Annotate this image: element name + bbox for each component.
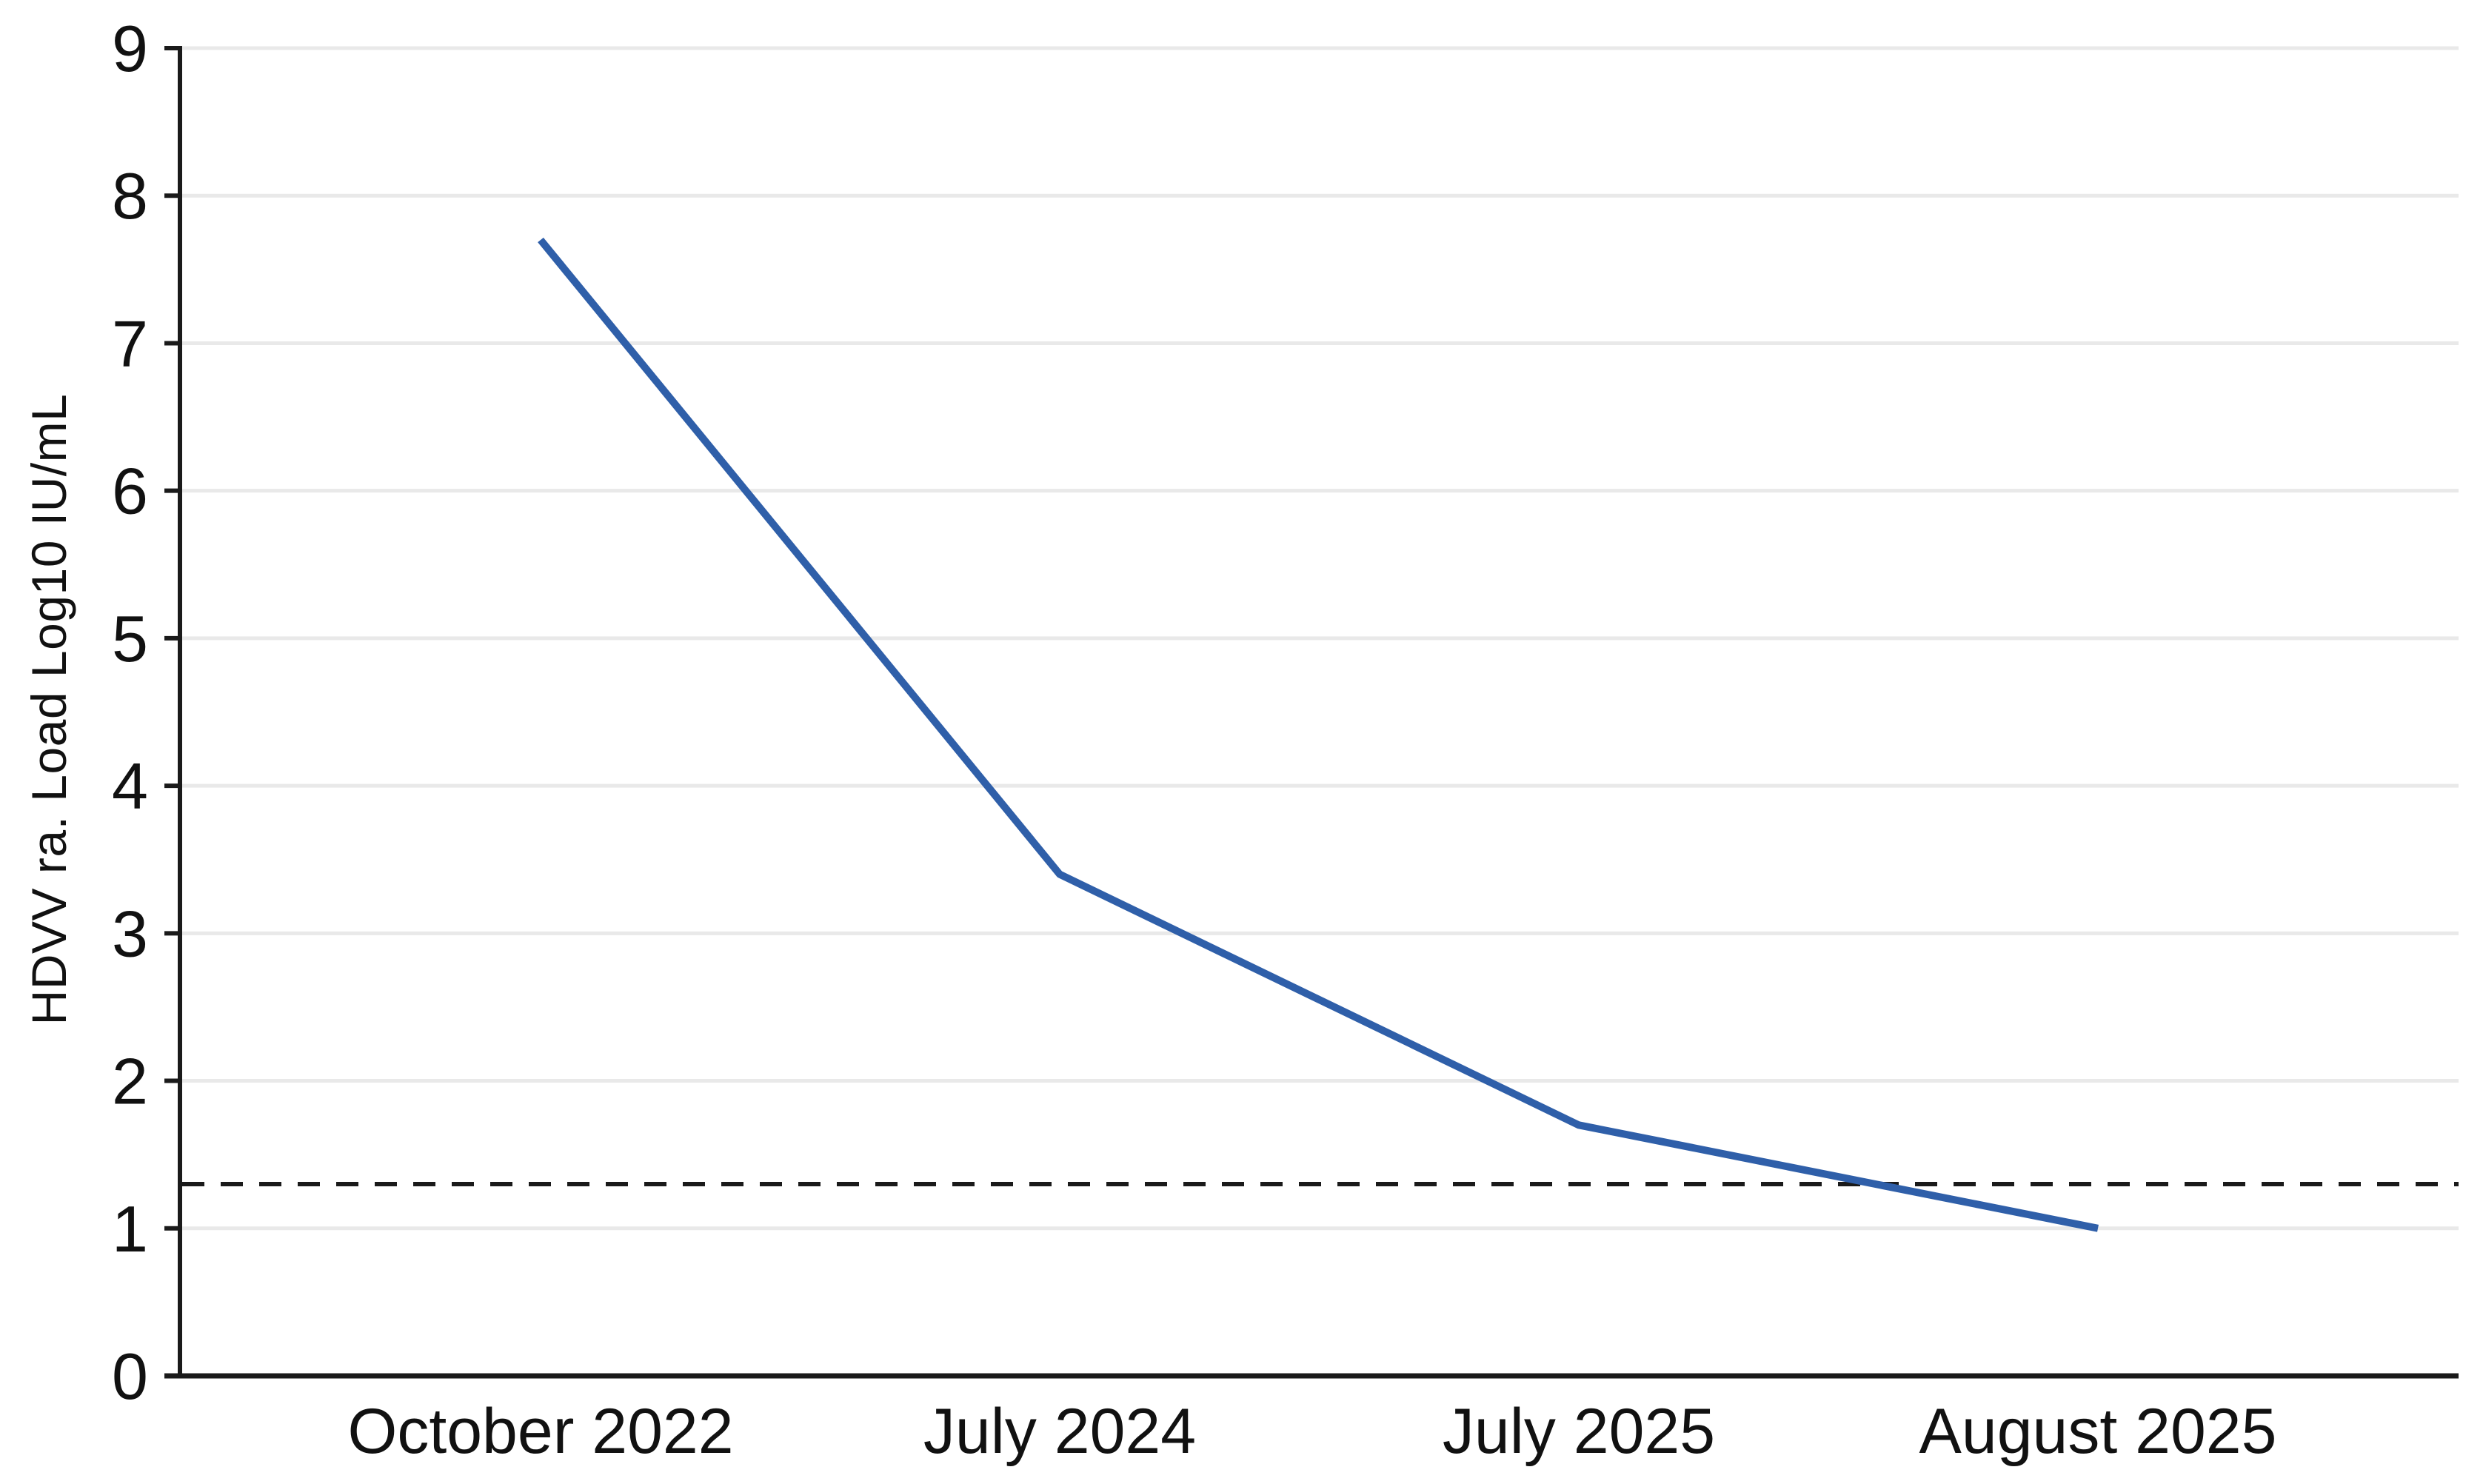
y-tick-label: 5 bbox=[112, 602, 148, 675]
y-tick-label: 8 bbox=[112, 159, 148, 233]
y-tick-label: 0 bbox=[112, 1340, 148, 1413]
y-tick-label: 2 bbox=[112, 1045, 148, 1118]
x-axis-label: July 2024 bbox=[923, 1396, 1196, 1467]
x-axis-label: July 2025 bbox=[1443, 1396, 1715, 1467]
x-axis-label: August 2025 bbox=[1919, 1396, 2277, 1467]
x-axis-label: October 2022 bbox=[347, 1396, 733, 1467]
y-tick-label: 1 bbox=[112, 1192, 148, 1266]
y-tick-label: 9 bbox=[112, 12, 148, 85]
data-line bbox=[538, 237, 2099, 1232]
y-tick-label: 7 bbox=[112, 307, 148, 380]
y-tick-label: 4 bbox=[112, 749, 148, 823]
y-tick-label: 3 bbox=[112, 897, 148, 970]
y-tick-label: 6 bbox=[112, 455, 148, 528]
